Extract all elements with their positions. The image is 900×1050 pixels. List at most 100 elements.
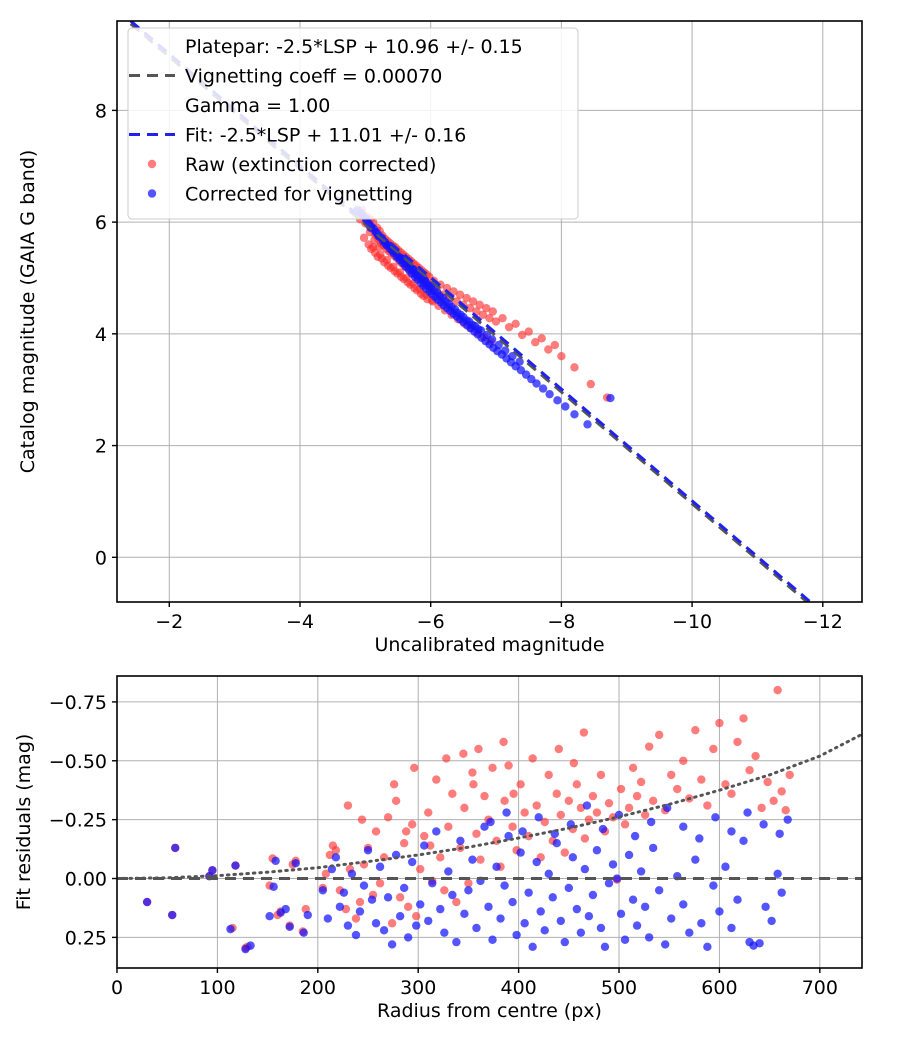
raw-data-point bbox=[679, 756, 688, 765]
corrected-data-point bbox=[556, 916, 565, 926]
corrected-data-point bbox=[436, 904, 445, 914]
raw-data-point bbox=[564, 796, 574, 806]
raw-data-point bbox=[468, 297, 478, 306]
raw-data-point bbox=[355, 897, 365, 907]
legend-entry-label: Fit: -2.5*LSP + 11.01 +/- 0.16 bbox=[185, 125, 466, 147]
corrected-data-point bbox=[536, 907, 545, 916]
corrected-data-point bbox=[339, 888, 349, 897]
raw-data-point bbox=[432, 775, 441, 784]
raw-data-point bbox=[376, 250, 385, 259]
raw-data-point bbox=[616, 784, 626, 794]
x-tick-label: 200 bbox=[300, 977, 336, 999]
raw-data-point bbox=[524, 831, 533, 841]
corrected-data-point bbox=[428, 879, 437, 888]
corrected-data-point bbox=[743, 808, 752, 817]
corrected-data-point bbox=[600, 942, 610, 952]
corrected-data-point bbox=[323, 914, 333, 923]
corrected-data-point bbox=[246, 941, 255, 950]
vignetting-model-curve bbox=[117, 733, 862, 881]
bottom-y-axis-title: Fit residuals (mag) bbox=[13, 734, 35, 911]
raw-data-point bbox=[769, 796, 778, 806]
corrected-data-point bbox=[375, 862, 385, 871]
corrected-data-point bbox=[528, 942, 537, 952]
raw-data-point bbox=[703, 801, 712, 810]
raw-data-point bbox=[351, 914, 361, 923]
corrected-data-point bbox=[291, 859, 300, 868]
corrected-data-point bbox=[648, 843, 658, 853]
raw-data-point bbox=[480, 791, 489, 801]
raw-data-point bbox=[777, 787, 786, 796]
raw-data-point bbox=[673, 784, 682, 794]
raw-data-point bbox=[745, 765, 754, 775]
corrected-data-point bbox=[438, 293, 448, 303]
corrected-data-point bbox=[640, 902, 650, 911]
corrected-data-point bbox=[566, 820, 576, 829]
raw-data-point bbox=[424, 808, 433, 817]
y-tick-label: 8 bbox=[95, 100, 107, 122]
raw-data-point bbox=[528, 754, 537, 763]
raw-data-point bbox=[498, 314, 507, 323]
corrected-data-point bbox=[783, 815, 792, 824]
x-tick-label: −2 bbox=[155, 611, 183, 633]
y-tick-label: 0 bbox=[95, 547, 107, 569]
corrected-data-point bbox=[379, 926, 389, 935]
corrected-data-point bbox=[399, 883, 409, 893]
corrected-data-point bbox=[697, 919, 706, 928]
corrected-data-point bbox=[518, 827, 527, 836]
corrected-data-point bbox=[299, 928, 308, 937]
x-tick-label: 300 bbox=[400, 977, 436, 999]
raw-data-point bbox=[452, 297, 462, 306]
raw-data-point bbox=[420, 831, 429, 841]
raw-data-point bbox=[592, 808, 602, 817]
top-tick-marks bbox=[112, 109, 824, 607]
corrected-data-point bbox=[452, 937, 461, 947]
corrected-data-point bbox=[450, 305, 460, 314]
x-tick-label: −12 bbox=[803, 611, 843, 633]
raw-data-point bbox=[462, 293, 471, 303]
raw-data-point bbox=[773, 685, 782, 695]
raw-data-point bbox=[532, 801, 541, 810]
raw-data-point bbox=[691, 725, 700, 735]
raw-data-point bbox=[569, 758, 579, 768]
raw-data-point bbox=[531, 338, 540, 347]
x-tick-label: 400 bbox=[500, 977, 536, 999]
corrected-data-point bbox=[303, 910, 312, 920]
raw-data-point bbox=[544, 770, 553, 780]
corrected-data-point bbox=[367, 895, 377, 904]
corrected-data-point bbox=[667, 914, 676, 923]
plot-legend: Platepar: -2.5*LSP + 10.96 +/- 0.15 Vigne… bbox=[127, 27, 579, 220]
corrected-data-point bbox=[335, 902, 345, 911]
legend-corrected-marker bbox=[147, 189, 157, 198]
x-tick-label: −8 bbox=[547, 611, 575, 633]
raw-data-point bbox=[500, 796, 509, 806]
corrected-data-point bbox=[383, 893, 393, 902]
corrected-data-point bbox=[281, 904, 290, 914]
corrected-data-point bbox=[711, 813, 720, 822]
legend-entry-label: Raw (extinction corrected) bbox=[185, 154, 436, 176]
corrected-data-point bbox=[661, 940, 670, 949]
raw-data-point bbox=[570, 363, 579, 372]
corrected-data-point bbox=[395, 911, 405, 921]
raw-data-point bbox=[475, 300, 484, 309]
raw-data-point bbox=[478, 310, 488, 320]
corrected-data-point bbox=[739, 836, 748, 846]
raw-data-point bbox=[476, 855, 485, 864]
bottom-tick-marks bbox=[112, 701, 821, 973]
corrected-data-point bbox=[709, 881, 718, 890]
corrected-data-point bbox=[654, 886, 664, 895]
corrected-data-point bbox=[588, 890, 598, 900]
raw-data-point bbox=[554, 744, 563, 754]
corrected-data-point bbox=[598, 824, 608, 834]
corrected-data-point bbox=[767, 916, 776, 926]
raw-data-point bbox=[460, 803, 469, 813]
raw-data-point bbox=[560, 848, 569, 857]
raw-data-point bbox=[511, 319, 520, 328]
corrected-data-point bbox=[448, 890, 457, 900]
raw-data-point bbox=[654, 730, 664, 740]
raw-data-point bbox=[482, 303, 491, 313]
corrected-data-point bbox=[534, 813, 543, 822]
corrected-data-point bbox=[456, 836, 465, 846]
top-axes-frame bbox=[116, 20, 863, 603]
corrected-data-point bbox=[775, 829, 784, 838]
corrected-data-point bbox=[596, 923, 606, 933]
